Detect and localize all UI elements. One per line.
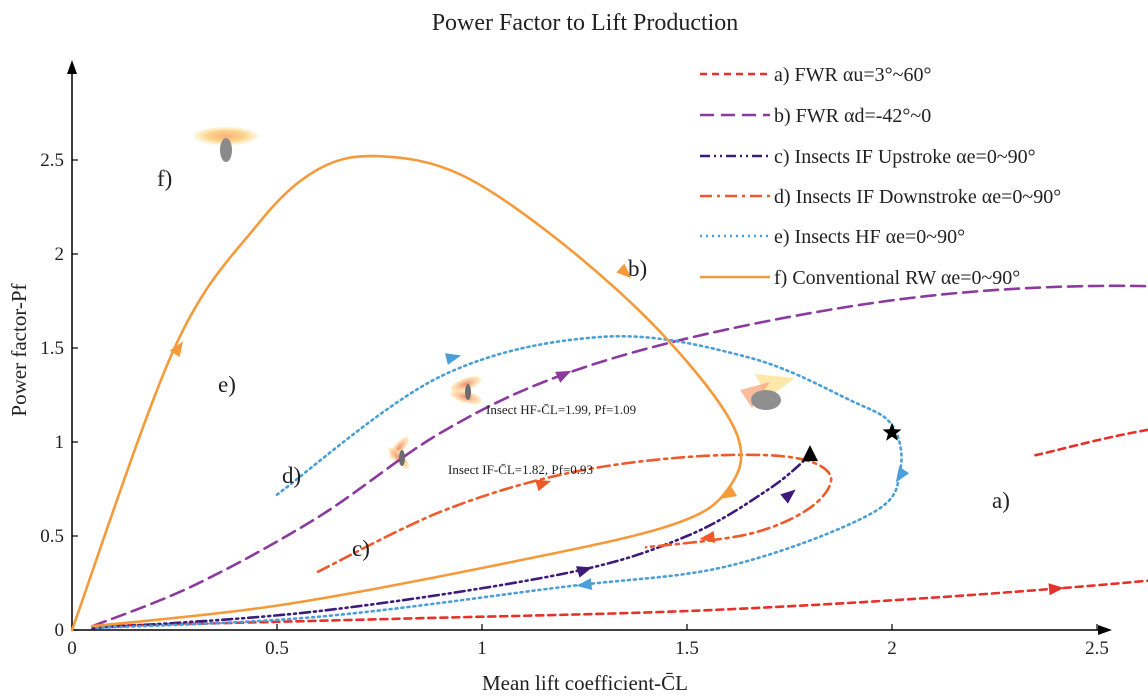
direction-arrow-icon-f-2 [721, 485, 738, 499]
legend-label-c: c) Insects IF Upstroke αe=0~90° [774, 146, 1036, 168]
rotor-illustration-fwr [740, 374, 795, 410]
y-tick-label: 1.5 [40, 338, 64, 359]
y-tick-label: 0 [55, 620, 65, 641]
curve-label-e: e) [218, 372, 236, 397]
curve-label-f: f) [157, 166, 172, 191]
legend-label-e: e) Insects HF αe=0~90° [774, 226, 965, 248]
series-line-d [316, 453, 833, 573]
triangle-marker-icon [802, 445, 818, 462]
axes [67, 60, 1112, 635]
direction-arrow-icon-d-0 [535, 479, 552, 492]
x-tick-label: 0.5 [265, 638, 289, 659]
y-tick-label: 1 [55, 432, 65, 453]
curve-label-d: d) [282, 463, 301, 488]
direction-arrow-icon-c-1 [780, 489, 796, 504]
curve-labels: a) b) c) d) e) f) [157, 166, 1010, 561]
y-tick-label: 0.5 [40, 526, 64, 547]
direction-arrow-icon-f-0 [169, 341, 184, 358]
x-tick-label: 2.5 [1085, 638, 1109, 659]
legend-item-f: f) Conventional RW αe=0~90° [700, 267, 1020, 289]
y-axis-label: Power factor-Pf [7, 283, 31, 416]
series-line-f [70, 154, 743, 632]
legend-item-b: b) FWR αd=-42°~0 [700, 105, 931, 127]
chart-title: Power Factor to Lift Production [432, 10, 739, 36]
wing-illustration-if [388, 436, 410, 469]
x-axis-arrow-icon [1098, 625, 1112, 635]
marker-group [802, 422, 902, 462]
x-axis-label: Mean lift coefficient-C̄L [482, 671, 688, 695]
annotation-insect-if: Insect IF-C̄L=1.82, Pf=0.93 [448, 462, 593, 477]
legend-label-d: d) Insects IF Downstroke αe=0~90° [774, 186, 1061, 208]
x-tick-label: 0 [67, 638, 77, 659]
direction-arrow-icon-f-1 [616, 263, 632, 279]
annotation-insect-hf: Insect HF-C̄L=1.99, Pf=1.09 [486, 402, 636, 417]
direction-arrow-icon-b-0 [555, 370, 572, 383]
x-tick-label: 2 [887, 638, 897, 659]
y-tick-label: 2 [55, 244, 65, 265]
x-tick-label: 1.5 [675, 638, 699, 659]
x-tick-label: 1 [477, 638, 487, 659]
y-axis-arrow-icon [67, 60, 77, 74]
series-line-b [91, 284, 1148, 628]
direction-arrow-icon-e-0 [445, 353, 462, 365]
wing-illustration-hf [450, 376, 482, 405]
direction-arrow-icon-d-1 [699, 531, 716, 543]
tick-group: 00.511.522.533.544.500.511.522.5 [40, 150, 1109, 659]
curve-label-a: a) [992, 488, 1010, 513]
direction-arrow-icon-a-0 [1048, 583, 1064, 596]
curve-group [70, 154, 1148, 632]
legend-label-a: a) FWR αu=3°~60° [774, 64, 931, 86]
legend-item-e: e) Insects HF αe=0~90° [700, 226, 965, 248]
series-line-c [91, 453, 812, 630]
legend-label-f: f) Conventional RW αe=0~90° [774, 267, 1020, 289]
legend-item-a: a) FWR αu=3°~60° [700, 64, 931, 86]
legend: a) FWR αu=3°~60° b) FWR αd=-42°~0 c) Ins… [700, 64, 1061, 289]
series-line-a [91, 428, 1148, 628]
legend-item-c: c) Insects IF Upstroke αe=0~90° [700, 146, 1036, 168]
curve-label-c: c) [352, 536, 370, 561]
star-marker-icon [882, 422, 902, 441]
series-line-e [91, 334, 903, 630]
rotor-illustration-top [194, 127, 258, 162]
legend-label-b: b) FWR αd=-42°~0 [774, 105, 931, 127]
legend-item-d: d) Insects IF Downstroke αe=0~90° [700, 186, 1061, 208]
direction-arrow-icon-e-1 [895, 466, 910, 483]
curve-label-b: b) [628, 256, 647, 281]
direction-arrow-icon-c-0 [576, 566, 593, 578]
direction-arrow-icon-e-2 [576, 578, 593, 590]
y-tick-label: 2.5 [40, 150, 64, 171]
